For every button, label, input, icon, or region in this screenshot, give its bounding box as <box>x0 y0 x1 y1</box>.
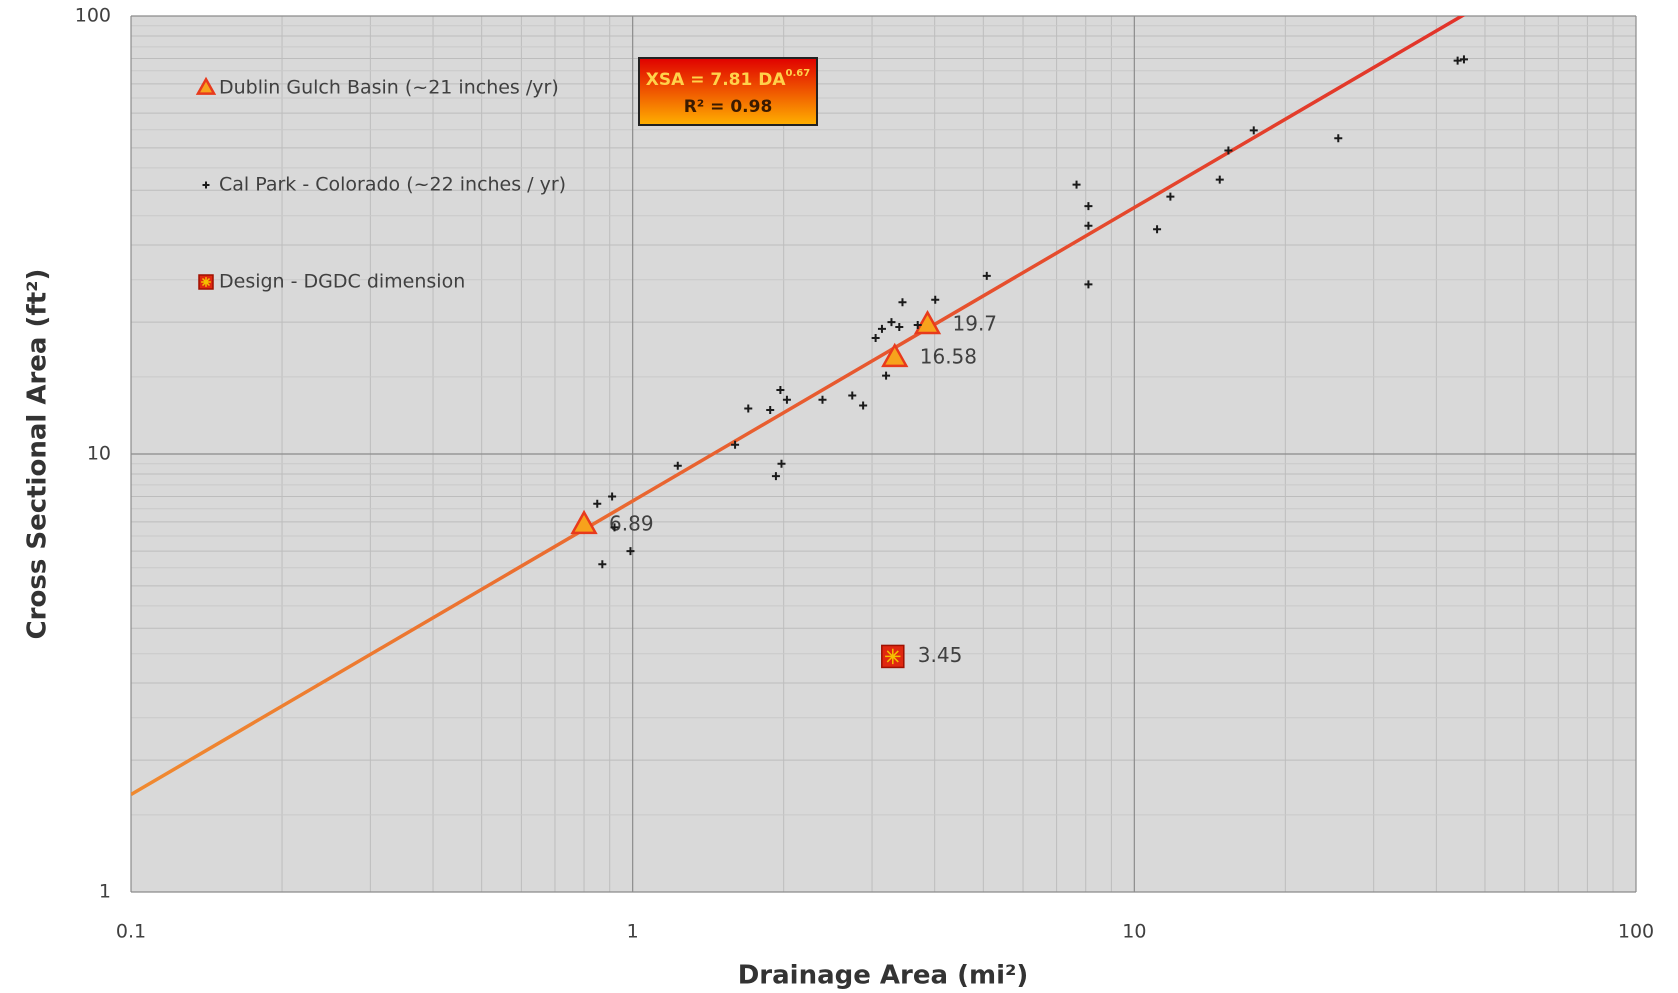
y-tick-label: 100 <box>75 5 111 27</box>
x-tick-label: 0.1 <box>116 921 146 943</box>
r-squared: R² = 0.98 <box>684 97 773 117</box>
y-tick-label: 10 <box>87 443 111 465</box>
x-axis-title: Drainage Area (mi²) <box>738 961 1029 991</box>
equation-text: XSA = 7.81 DA <box>646 70 787 90</box>
data-label: 16.58 <box>920 344 977 368</box>
legend-label: Dublin Gulch Basin (~21 inches /yr) <box>219 77 559 99</box>
data-label: 19.7 <box>953 312 998 336</box>
x-tick-label: 1 <box>627 921 639 943</box>
x-tick-label: 10 <box>1122 921 1146 943</box>
square-star <box>885 649 900 664</box>
legend-marker <box>199 275 213 289</box>
data-label: 6.89 <box>609 511 654 535</box>
equation-exponent: 0.67 <box>786 68 811 79</box>
square-marker <box>882 645 904 667</box>
x-tick-label: 100 <box>1618 921 1654 943</box>
chart: Drainage Area (mi²) Cross Sectional Area… <box>0 0 1678 993</box>
y-tick-label: 1 <box>99 881 111 903</box>
data-label: 3.45 <box>918 643 963 667</box>
legend-label: Cal Park - Colorado (~22 inches / yr) <box>219 174 566 196</box>
y-axis-title: Cross Sectional Area (ft²) <box>23 269 53 640</box>
legend-label: Design - DGDC dimension <box>219 271 465 293</box>
square-star <box>201 277 211 287</box>
